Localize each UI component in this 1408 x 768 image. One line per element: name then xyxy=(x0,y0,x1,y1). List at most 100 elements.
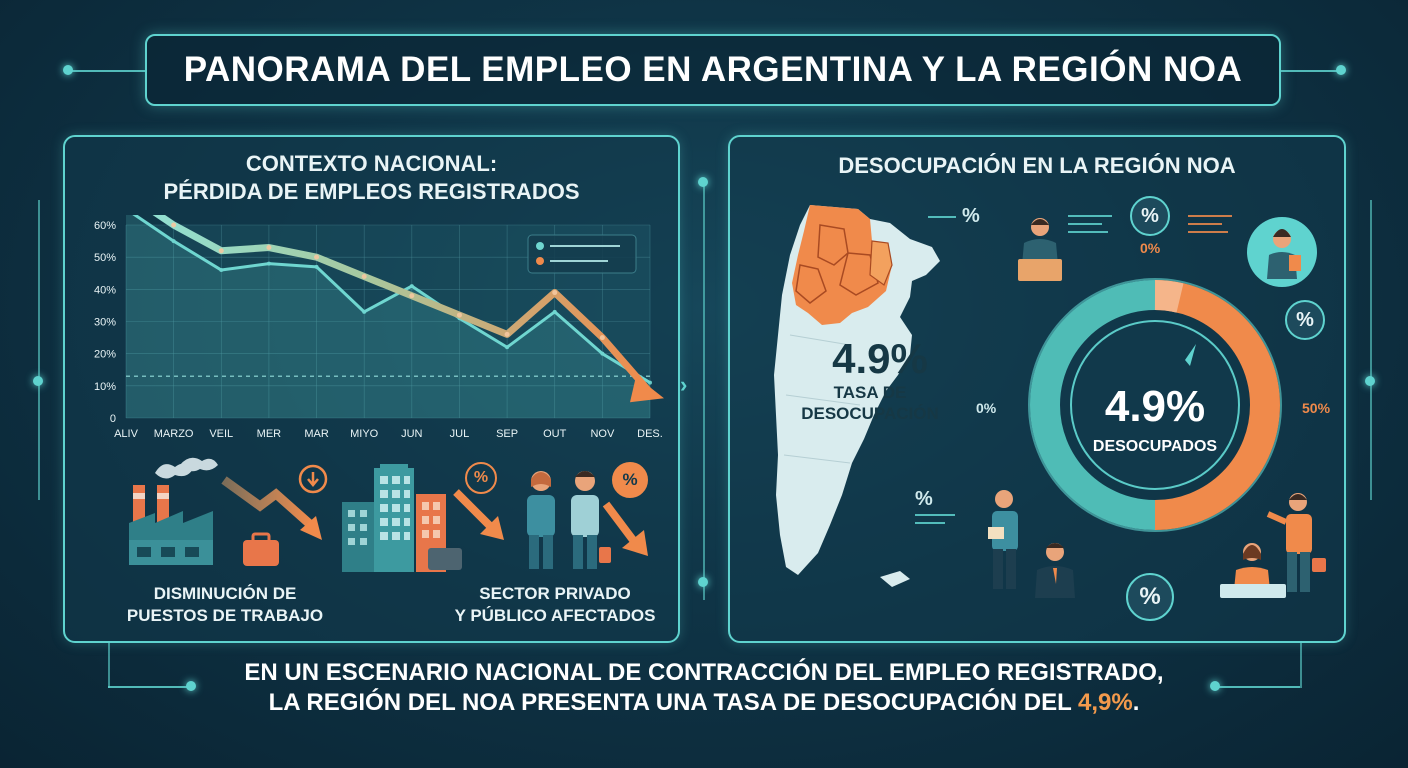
woman-laptop-icon xyxy=(1220,543,1286,598)
pct-bubble-bottom: % xyxy=(1126,573,1174,621)
chart-series-2-point xyxy=(218,248,224,254)
down-trend-arrow-icon xyxy=(221,476,322,540)
chart-series-1-point xyxy=(648,380,652,385)
bottom-statement: EN UN ESCENARIO NACIONAL DE CONTRACCIÓN … xyxy=(120,658,1288,718)
title-box: PANORAMA DEL EMPLEO EN ARGENTINA Y LA RE… xyxy=(145,34,1281,106)
chart-x-tick-label: JUN xyxy=(401,428,422,440)
chart-series-2-point xyxy=(171,222,177,228)
chart-y-tick-label: 50% xyxy=(94,252,116,264)
chart-series-2-point xyxy=(409,293,415,299)
pct-bubble-right: % xyxy=(1285,300,1325,340)
right-side-dot xyxy=(1365,376,1375,386)
map-rate-label: TASA DE DESOCUPACIÓN xyxy=(780,382,960,424)
chart-series xyxy=(126,215,664,418)
map-rate-label-line2: DESOCUPACIÓN xyxy=(801,404,939,423)
chart-trend-arrowhead xyxy=(630,376,664,403)
chart-legend-box xyxy=(527,234,637,274)
bottom-connector-right xyxy=(1300,643,1302,688)
bottom-connector-left-dot xyxy=(186,681,196,691)
chart-series-2-point xyxy=(456,312,462,318)
chart-series-line-1 xyxy=(132,215,651,384)
chart-y-tick-label: 30% xyxy=(94,317,116,329)
employment-line-chart: 0 10% 20% 30% 40% 50% 60% ALIV MARZO VEIL MER MAR M… xyxy=(94,215,664,440)
presenter-icon xyxy=(1266,493,1326,592)
national-context-heading: CONTEXTO NACIONAL: PÉRDIDA DE EMPLEOS RE… xyxy=(63,150,680,206)
man-desk-icon xyxy=(1035,543,1075,598)
decor-lines-2 xyxy=(1188,215,1238,233)
chart-series-2-point xyxy=(552,290,558,296)
chart-x-tick-label: SEP xyxy=(496,428,518,440)
workers-icon xyxy=(527,471,611,569)
down-trend-arrow-icon-3 xyxy=(602,501,648,556)
down-trend-arrow-icon-2 xyxy=(453,489,504,540)
gauge-min-label: 0% xyxy=(976,400,997,416)
bottom-statement-line2-text: LA REGIÓN DEL NOA PRESENTA UNA TASA DE D… xyxy=(268,689,1078,716)
buildings-icon xyxy=(342,464,462,572)
chart-x-tick-label: MAR xyxy=(304,428,329,440)
chart-x-tick-label: ALIV xyxy=(114,428,139,440)
caption-sectors-line1: SECTOR PRIVADO xyxy=(479,584,631,603)
left-side-dot xyxy=(33,376,43,386)
caption-sectors-line2: Y PÚBLICO AFECTADOS xyxy=(454,606,656,625)
chart-x-tick-label: DES. xyxy=(637,428,663,440)
factory-icon xyxy=(129,457,279,566)
chart-y-tick-label: 10% xyxy=(94,381,116,393)
chart-y-tick-label: 40% xyxy=(94,284,116,296)
argentina-map xyxy=(774,205,940,587)
percent-badge-2: % xyxy=(612,462,648,498)
bottom-statement-period: . xyxy=(1132,689,1140,716)
chart-x-tick-label: MARZO xyxy=(154,428,194,440)
chart-series-1-point xyxy=(505,345,510,350)
chart-legend-swatch-2 xyxy=(536,257,544,265)
chart-y-ticks: 0 10% 20% 30% 40% 50% 60% xyxy=(94,220,116,425)
chart-series-1-point xyxy=(314,264,319,269)
chart-x-tick-label: OUT xyxy=(543,428,567,440)
bottom-connector-right-dot xyxy=(1210,681,1220,691)
chart-legend xyxy=(527,234,637,274)
center-connector-top-dot xyxy=(698,177,708,187)
unemployment-gauge xyxy=(1028,278,1282,532)
bottom-connector-left-h xyxy=(108,686,188,688)
title-connector-left xyxy=(70,70,145,72)
chart-series-1-point xyxy=(219,268,224,273)
bottom-statement-line2: LA REGIÓN DEL NOA PRESENTA UNA TASA DE D… xyxy=(120,688,1288,718)
bottom-connector-right-h xyxy=(1215,686,1300,688)
caption-job-decrease-line2: PUESTOS DE TRABAJO xyxy=(126,606,324,625)
map-rate-label-line1: TASA DE xyxy=(833,383,907,402)
chart-series-2-point xyxy=(504,331,510,337)
pct-label-left: % xyxy=(915,488,933,510)
gauge-max-label: 50% xyxy=(1302,400,1331,416)
title-connector-right-dot xyxy=(1336,65,1346,75)
right-side-rail xyxy=(1370,200,1372,500)
map-rate-value: 4.9% xyxy=(832,335,928,382)
chart-series-1-point xyxy=(362,309,367,314)
chart-x-tick-label: VEIL xyxy=(209,428,233,440)
chart-y-tick-label: 20% xyxy=(94,349,116,361)
gauge-label: DESOCUPADOS xyxy=(1092,438,1218,455)
chart-series-1-point xyxy=(171,239,176,244)
decor-lines-1 xyxy=(1068,215,1118,233)
chart-legend-swatch-1 xyxy=(536,242,544,250)
chart-x-tick-label: NOV xyxy=(590,428,615,440)
chart-x-tick-label: MIYO xyxy=(350,428,379,440)
bottom-statement-line1: EN UN ESCENARIO NACIONAL DE CONTRACCIÓN … xyxy=(244,659,1164,686)
pct-line-map-top xyxy=(928,216,956,218)
chart-series-line-2 xyxy=(152,215,653,395)
bottom-connector-left xyxy=(108,643,110,688)
left-side-rail xyxy=(38,200,40,500)
chart-x-tick-label: MER xyxy=(257,428,282,440)
center-connector-bottom-dot xyxy=(698,577,708,587)
decor-lines-3 xyxy=(915,514,965,524)
chart-series-1-point xyxy=(600,351,605,356)
gauge-value: 4.9% xyxy=(1104,382,1206,431)
pct-label-map-top: % xyxy=(962,205,980,227)
man-clipboard-icon xyxy=(988,490,1018,589)
title-connector-left-dot xyxy=(63,65,73,75)
chart-x-ticks: ALIV MARZO VEIL MER MAR MIYO JUN JUL SEP OUT NOV DE… xyxy=(114,428,663,440)
percent-badge-1: % xyxy=(465,462,497,494)
caption-sectors-affected: SECTOR PRIVADO Y PÚBLICO AFECTADOS xyxy=(430,583,680,627)
chart-y-tick-label: 0 xyxy=(110,413,116,425)
noa-region-heading: DESOCUPACIÓN EN LA REGIÓN NOA xyxy=(838,153,1236,178)
title-connector-right xyxy=(1281,70,1341,72)
caption-job-decrease: DISMINUCIÓN DE PUESTOS DE TRABAJO xyxy=(100,583,350,627)
